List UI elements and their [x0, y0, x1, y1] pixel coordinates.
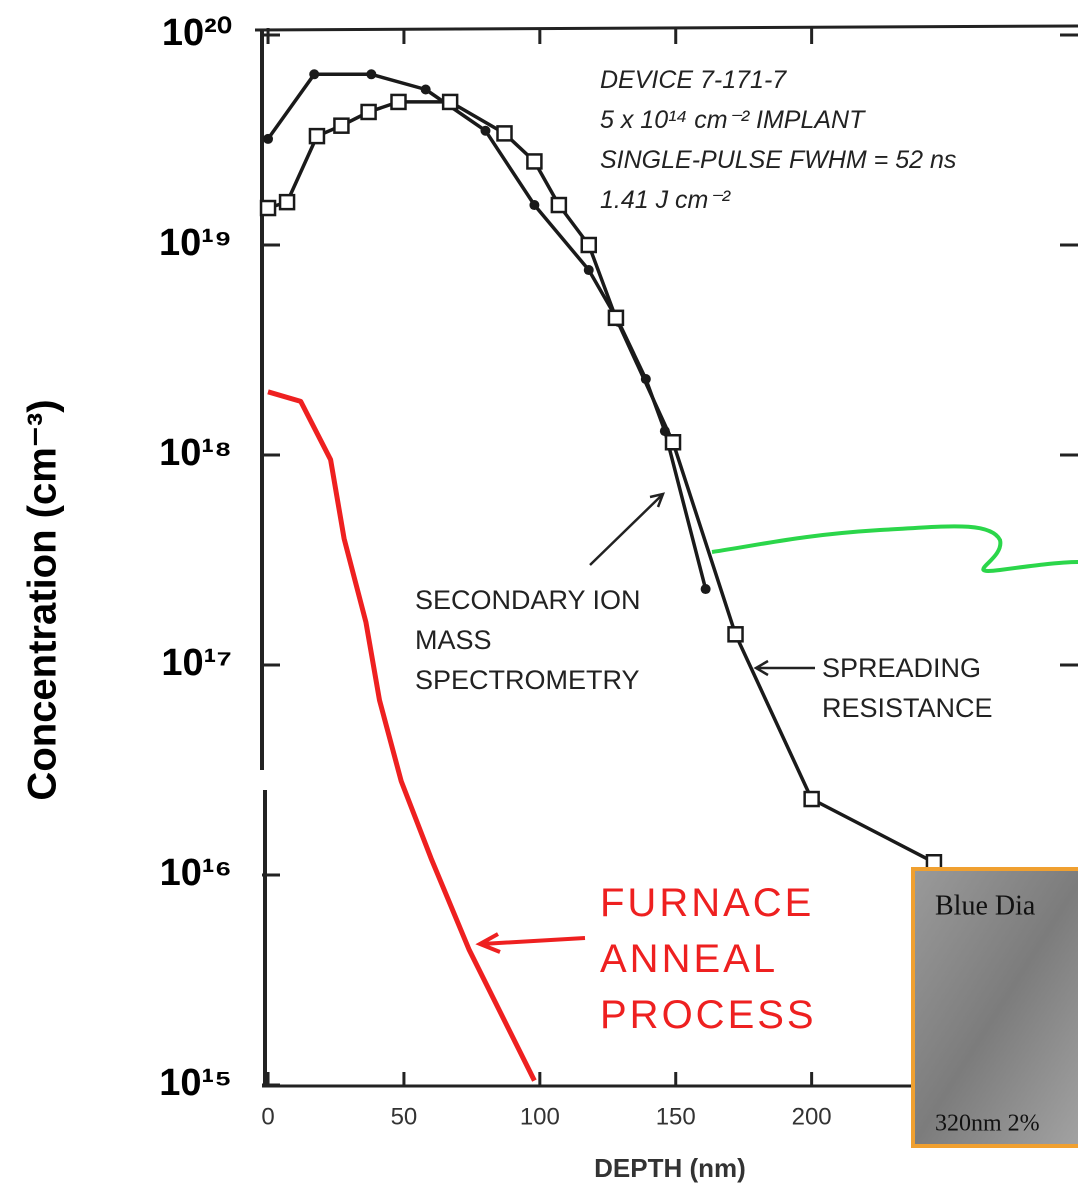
point — [607, 309, 625, 327]
x-tick-label: 150 — [656, 1103, 696, 1130]
point — [360, 103, 377, 121]
arrow — [589, 492, 666, 566]
y-tick-label: 10¹⁹ — [159, 222, 232, 264]
point — [480, 125, 491, 136]
point — [263, 133, 274, 144]
device-annotation: DEVICE 7-171-7 5 x 10¹⁴ cm⁻² IMPLANT SINGL… — [600, 60, 956, 220]
point — [580, 236, 598, 254]
y-axis-label: Concentration (cm⁻³) — [21, 399, 65, 800]
inset-image — [911, 867, 1078, 1148]
point — [278, 193, 296, 211]
annotation-line: 1.41 J cm⁻² — [600, 186, 730, 214]
y-tick-label: 10¹⁵ — [159, 1062, 232, 1104]
series-label: SPREADING RESISTANCE — [822, 653, 993, 723]
inset-title: Blue Dia — [935, 890, 1036, 921]
point — [390, 93, 407, 111]
arrow — [475, 932, 586, 954]
point — [803, 790, 820, 808]
point — [550, 196, 568, 214]
annotation-line: SINGLE-PULSE FWHM = 52 ns — [600, 146, 957, 174]
point — [333, 117, 350, 134]
point — [700, 584, 711, 595]
arrow — [753, 659, 815, 677]
point — [420, 84, 431, 95]
series-label: FURNACE ANNEAL PROCESS — [600, 881, 817, 1037]
point — [441, 93, 459, 111]
y-tick-label: 10¹⁷ — [161, 642, 232, 684]
y-tick-label: 10¹⁸ — [159, 432, 232, 474]
green-annotation — [711, 524, 1078, 573]
point — [259, 199, 277, 217]
x-tick-label: 100 — [520, 1103, 560, 1130]
series-label: SECONDARY ION MASS SPECTROMETRY — [415, 585, 641, 695]
annotation-line: 5 x 10¹⁴ cm⁻² IMPLANT — [600, 106, 865, 134]
point — [309, 69, 320, 80]
point — [496, 125, 513, 142]
point — [583, 265, 594, 276]
point — [664, 434, 682, 451]
point — [366, 69, 377, 80]
y-tick-label: 10¹⁶ — [160, 852, 232, 894]
x-tick-label: 0 — [261, 1103, 274, 1130]
series-line — [267, 389, 537, 1082]
x-axis-label: DEPTH (nm) — [594, 1153, 746, 1183]
point — [526, 153, 543, 170]
point — [529, 200, 540, 211]
point — [727, 626, 744, 643]
series-line — [267, 100, 935, 864]
annotation-line: DEVICE 7-171-7 — [600, 66, 787, 94]
y-tick-label: 10²⁰ — [162, 12, 232, 54]
point — [308, 127, 326, 145]
x-tick-label: 50 — [391, 1103, 418, 1130]
top-border — [254, 24, 1078, 32]
inset-caption: 320nm 2% — [935, 1111, 1040, 1137]
x-tick-label: 200 — [792, 1103, 832, 1130]
